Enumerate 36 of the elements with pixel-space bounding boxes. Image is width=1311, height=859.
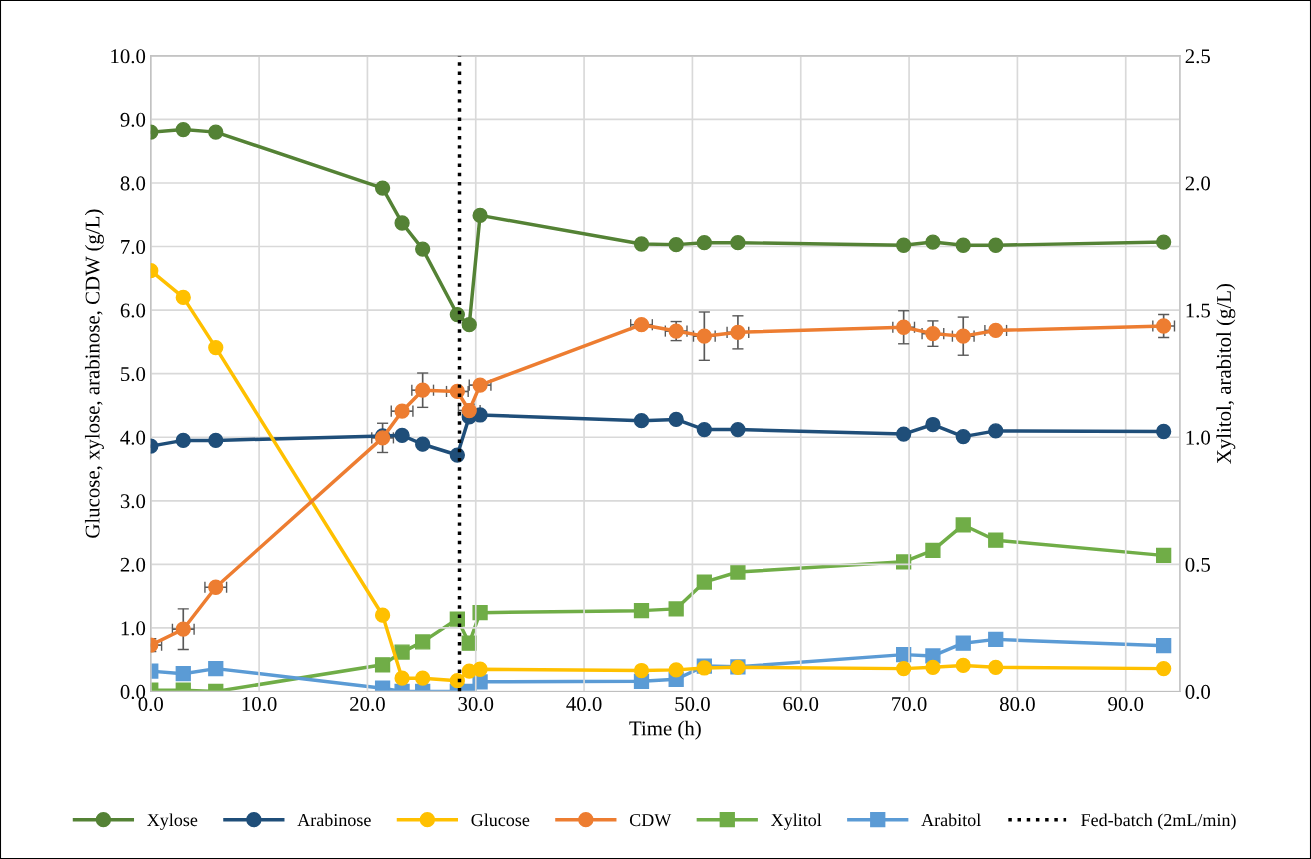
x-axis-title: Time (h): [629, 720, 701, 740]
legend-label: Xylose: [147, 813, 198, 830]
y-tick-label: 2.0: [120, 557, 146, 572]
y-tick-label: 8.0: [120, 176, 146, 191]
y-tick-label: 3.0: [120, 494, 146, 509]
x-tick-label: 40.0: [566, 696, 602, 712]
y2-tick-label: 1.5: [1186, 303, 1210, 318]
x-tick-label: 90.0: [1108, 696, 1144, 712]
y2-axis-title: Xylitol, arabitol (g/L): [1216, 284, 1236, 464]
legend-label: Xylitol: [771, 813, 822, 830]
x-tick-label: 60.0: [783, 696, 819, 712]
y2-tick-label: 0.5: [1185, 557, 1210, 572]
y-tick-label: 5.0: [121, 367, 146, 382]
x-tick-label: 80.0: [999, 696, 1035, 712]
y-tick-label: 6.0: [120, 303, 146, 318]
x-tick-label: 10.0: [242, 696, 277, 712]
x-tick-label: 20.0: [350, 696, 385, 712]
legend-label: Glucose: [471, 813, 530, 827]
x-tick-label: 0.0: [138, 696, 163, 712]
y2-tick-label: 2.5: [1185, 49, 1210, 64]
legend-label: CDW: [629, 814, 672, 827]
legend-label: Arabinose: [297, 813, 371, 827]
y-tick-label: 9.0: [120, 112, 146, 127]
y2-tick-label: 0.0: [1185, 684, 1211, 700]
legend-label: Arabitol: [921, 813, 981, 827]
legend-label: Fed-batch (2mL/min): [1081, 813, 1236, 830]
x-tick-label: 30.0: [458, 696, 494, 712]
y-tick-label: 7.0: [121, 239, 146, 255]
y-tick-label: 10.0: [111, 49, 146, 64]
y2-tick-label: 2.0: [1185, 176, 1211, 191]
x-tick-label: 70.0: [892, 696, 927, 712]
x-tick-label: 50.0: [675, 696, 710, 712]
y-tick-label: 1.0: [121, 621, 146, 636]
y-tick-label: 4.0: [120, 430, 146, 445]
y-axis-title: Glucose, xylose, arabinose, CDW (g/L): [84, 209, 104, 538]
y2-tick-label: 1.0: [1186, 430, 1211, 445]
